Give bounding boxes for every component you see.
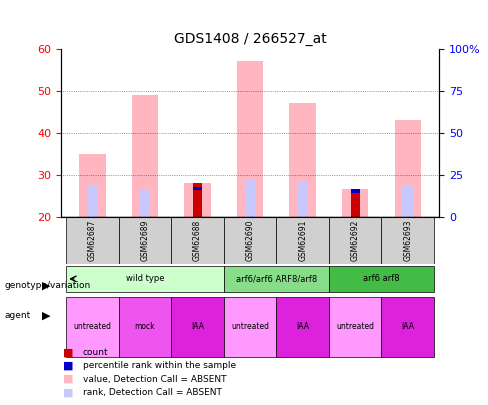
Text: wild type: wild type [126,275,164,284]
Text: GSM62691: GSM62691 [298,220,307,261]
Text: GSM62687: GSM62687 [88,220,97,261]
FancyBboxPatch shape [224,217,276,264]
Text: IAA: IAA [296,322,309,331]
Bar [193,187,202,190]
Bar [80,153,105,217]
FancyBboxPatch shape [66,217,119,264]
Text: arf6 arf8: arf6 arf8 [363,275,400,284]
Bar [350,191,360,217]
FancyBboxPatch shape [329,217,382,264]
Bar [193,183,202,217]
Text: ■: ■ [63,361,74,371]
FancyBboxPatch shape [66,296,119,357]
Bar [184,183,211,217]
Text: GSM62693: GSM62693 [403,220,412,261]
FancyBboxPatch shape [119,296,171,357]
Text: IAA: IAA [191,322,204,331]
Text: value, Detection Call = ABSENT: value, Detection Call = ABSENT [83,375,226,384]
Bar [395,120,421,217]
Text: count: count [83,348,109,357]
Bar [403,185,413,217]
Title: GDS1408 / 266527_at: GDS1408 / 266527_at [174,32,326,46]
Text: GSM62692: GSM62692 [351,220,360,261]
FancyBboxPatch shape [382,296,434,357]
Bar [140,189,150,217]
Bar [350,189,360,193]
Text: ■: ■ [63,347,74,357]
FancyBboxPatch shape [276,296,329,357]
FancyBboxPatch shape [224,266,329,292]
Text: GSM62688: GSM62688 [193,220,202,261]
Text: agent: agent [5,311,31,320]
FancyBboxPatch shape [171,296,224,357]
Text: ▶: ▶ [41,281,50,290]
Text: rank, Detection Call = ABSENT: rank, Detection Call = ABSENT [83,388,222,397]
FancyBboxPatch shape [329,296,382,357]
Text: genotype/variation: genotype/variation [5,281,91,290]
Text: GSM62690: GSM62690 [245,220,255,261]
FancyBboxPatch shape [66,266,224,292]
FancyBboxPatch shape [224,296,276,357]
Text: untreated: untreated [336,322,374,331]
Bar [342,189,368,217]
Text: IAA: IAA [401,322,414,331]
Bar [297,181,308,217]
Bar [245,179,255,217]
FancyBboxPatch shape [382,217,434,264]
FancyBboxPatch shape [119,217,171,264]
Text: ■: ■ [63,374,74,384]
Bar [289,103,316,217]
FancyBboxPatch shape [171,217,224,264]
Text: untreated: untreated [231,322,269,331]
Bar [237,61,263,217]
Text: mock: mock [135,322,155,331]
Bar [132,95,158,217]
Text: untreated: untreated [74,322,112,331]
Text: ■: ■ [63,388,74,397]
Bar [87,185,98,217]
Text: arf6/arf6 ARF8/arf8: arf6/arf6 ARF8/arf8 [236,275,317,284]
Text: ▶: ▶ [41,311,50,321]
FancyBboxPatch shape [329,266,434,292]
Text: percentile rank within the sample: percentile rank within the sample [83,361,236,370]
Text: GSM62689: GSM62689 [141,220,149,261]
FancyBboxPatch shape [276,217,329,264]
